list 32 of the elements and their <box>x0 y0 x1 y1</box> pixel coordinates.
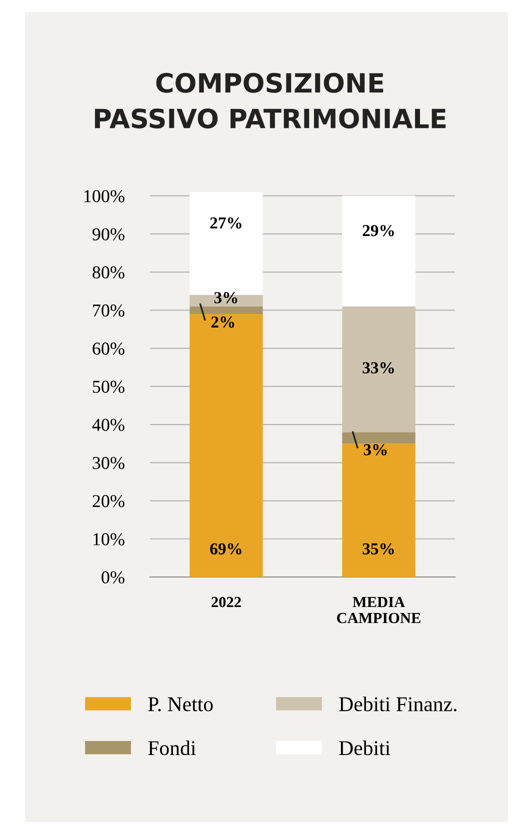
bar <box>342 306 416 432</box>
y-tick-label: 30% <box>92 456 124 470</box>
y-tick-label: 80% <box>92 266 124 279</box>
y-tick-label: 100% <box>84 190 124 202</box>
legend-label: P. Netto <box>148 697 213 712</box>
data-label: 3% <box>364 444 387 456</box>
data-label: 27% <box>210 217 242 229</box>
bar <box>190 306 263 314</box>
data-label: 3% <box>214 292 238 304</box>
data-label: 69% <box>210 543 242 555</box>
legend-label: Debiti <box>339 740 390 756</box>
y-tick-label: 90% <box>92 228 124 240</box>
y-tick-label: 70% <box>93 304 124 317</box>
bar <box>342 196 416 306</box>
x-tick-label: MEDIA CAMPIONE <box>337 596 420 624</box>
y-tick-label: 10% <box>93 533 124 546</box>
y-tick-label: 0% <box>102 571 124 584</box>
data-label: 35% <box>362 543 394 555</box>
data-label: 29% <box>362 224 394 236</box>
data-label: 2% <box>211 316 234 328</box>
y-tick-label: 40% <box>92 418 124 432</box>
legend-label: Debiti Finanz. <box>339 696 456 712</box>
legend-label: Fondi <box>148 740 196 756</box>
y-tick-label: 50% <box>92 380 124 393</box>
data-label: 33% <box>362 362 394 374</box>
y-tick-label: 20% <box>92 495 124 508</box>
bar <box>190 314 263 577</box>
bar <box>342 432 416 444</box>
chart-title: COMPOSIZIONE PASSIVO PATRIMONIALE <box>94 72 446 128</box>
x-tick-label: 2022 <box>212 596 241 608</box>
y-tick-label: 60% <box>92 342 124 355</box>
bar <box>342 444 416 577</box>
